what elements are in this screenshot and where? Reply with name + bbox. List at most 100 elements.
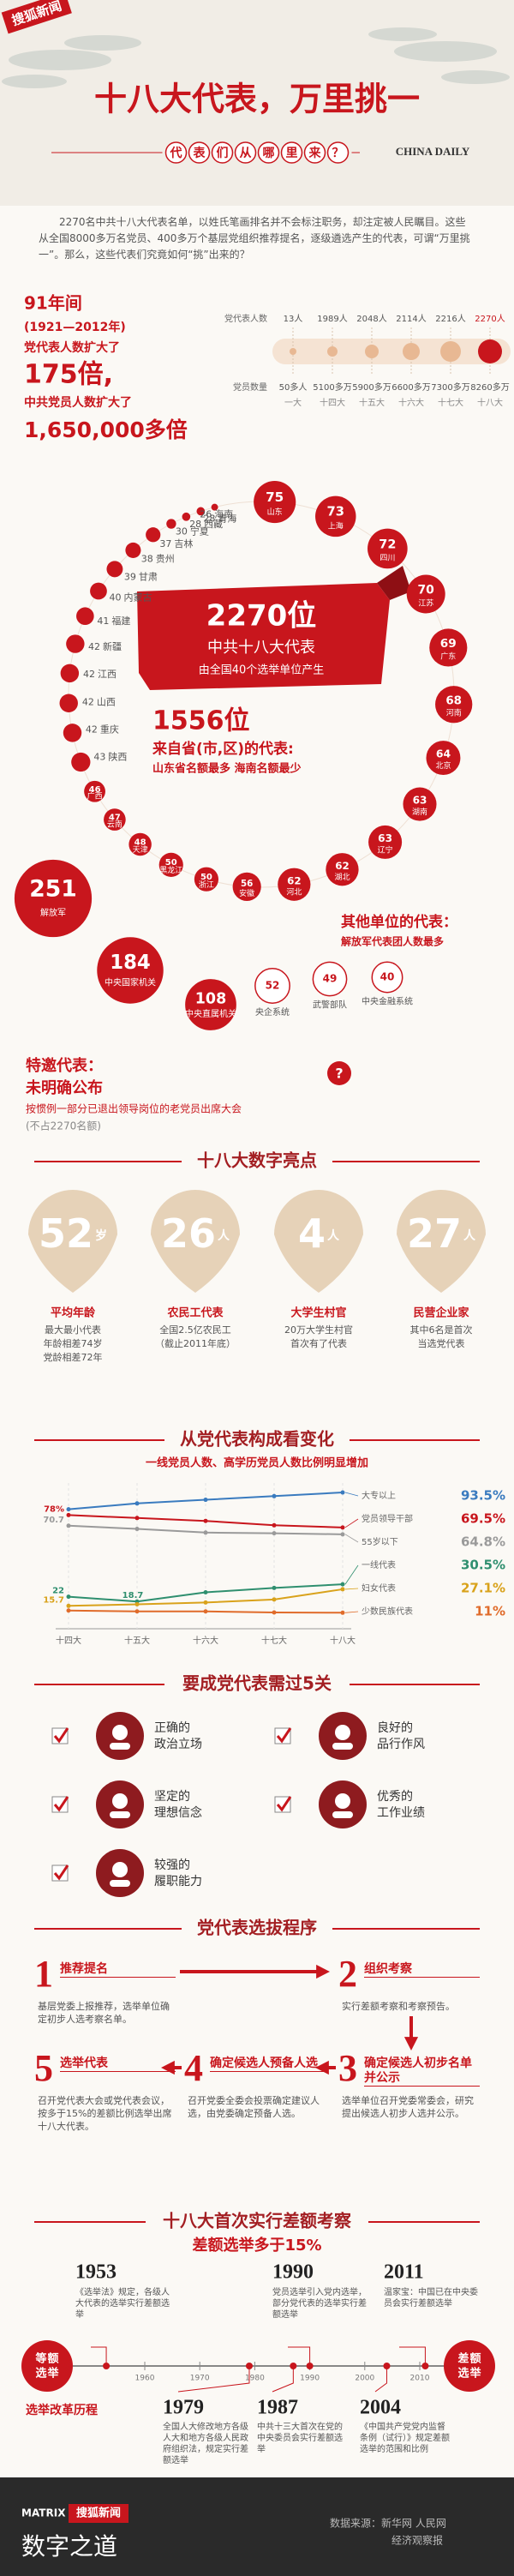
congress: 十五大 [359,397,385,408]
step-number: 2 [338,1953,357,1995]
province-label: 38 贵州 [141,553,175,564]
province-count: 56 [241,879,253,889]
highlight-number: 52 [39,1210,93,1257]
province-count: 63 [413,795,427,807]
special-mark: ? [335,1066,343,1082]
province-bubble [66,634,85,653]
unit-name: 中央金融系统 [362,996,413,1007]
center-banner [137,583,390,690]
province-count: 30 [176,526,188,537]
province-bubble [232,872,261,901]
event-text: 温家宝：中国已在中央委员会实行差额选举 [384,2288,478,2309]
highlight-drop [274,1190,363,1293]
province-count: 47 [109,814,121,823]
province-count: 64 [436,748,451,760]
series-point [66,1523,71,1528]
delegate-count: 2048人 [356,314,386,324]
congress: 十七大 [438,397,463,408]
province-count: 42 [83,669,95,680]
series-point [203,1498,208,1503]
province-name: 甘肃 [139,571,158,582]
gate-icon-inner [332,1811,353,1818]
province-name: 广西 [87,791,103,802]
section-title: 党代表选拔程序 [197,1918,317,1938]
province-count: 62 [287,874,301,886]
province-label: 43 陕西 [93,750,127,762]
step-desc: 基层党委上报推荐，选举单位确定初步人选考察名单。 [38,2001,170,2025]
highlight-desc: 党龄相差72年 [44,1351,103,1363]
unit-name: 中央直属机关 [185,1008,236,1019]
unit-bubble [14,859,93,938]
province-count: 68 [445,694,462,707]
growth-years: (1921—2012年) [24,320,126,334]
series-point [340,1525,345,1530]
point-label: 22 [52,1587,64,1596]
series-point [272,1531,277,1536]
row-label: 党代表人数 [224,313,267,324]
others-note: 解放军代表团人数最多 [341,935,444,948]
highlight-number: 26 [161,1210,216,1257]
footer-brand: MATRIX [21,2507,66,2519]
legend-name: 大专以上 [362,1490,396,1501]
province-count: 40 [110,591,122,603]
province-name: 内蒙古 [124,591,152,603]
province-name: 西藏 [204,519,223,530]
step-title: 确定候选人预备人选 [210,2057,326,2072]
province-label: 41 福建 [97,615,130,627]
event-text: 全国人大修改地方各级人大和地方各级人民政府组织法，规定实行差额选举 [163,2423,248,2465]
province-bubble [166,519,176,529]
province-count: 28 [203,513,215,525]
series-point [272,1585,277,1590]
highlight-label: 大学生村官 [290,1306,346,1320]
step-desc: 召开党代表大会或党代表会议，按多于15%的差额比例选举出席十八大代表。 [38,2095,172,2132]
province-label: 37 吉林 [159,537,193,549]
reform-title: 十八大首次实行差额考察 [163,2211,352,2231]
unit-count: 108 [195,991,226,1008]
event-year: 1953 [75,2261,117,2284]
delegate-count: 13人 [284,314,303,324]
series-point [340,1610,345,1615]
end-label: 93.5% [461,1488,505,1504]
subtitle-ring [188,141,211,164]
badge [444,2340,495,2392]
tick-label: 1960 [135,2375,155,2383]
leader [344,1534,359,1543]
province-bubble [403,787,437,821]
province-name: 宁夏 [190,525,209,537]
highlight-unit: 岁 [95,1228,107,1243]
province-name: 江西 [98,669,117,680]
event-text: 《中国共产党党内监督条例（试行）》规定差额选举的范围和比例 [360,2423,450,2454]
series-point [203,1600,208,1605]
highlight-label: 民营企业家 [413,1306,469,1320]
unit-name: 解放军 [40,907,66,918]
step-number: 5 [34,2047,53,2089]
province-name: 新疆 [103,640,122,652]
gate-text: 履职能力 [154,1875,202,1888]
province-count: 69 [440,637,457,651]
province-bubble [59,694,78,712]
province-count: 42 [82,697,94,708]
leader [344,1564,359,1585]
province-name: 陕西 [108,750,127,762]
point-label: 15.7 [43,1595,64,1605]
leader [344,1492,359,1497]
province-name: 贵州 [156,553,175,564]
subtitle-ring [303,141,326,164]
highlight-value: 27 人 [407,1210,476,1257]
province-count: 46 [89,785,101,795]
growth-factor: 1,650,000多倍 [24,417,188,442]
province-name: 青海 [218,513,236,525]
province-bubble [90,582,107,600]
province-name: 安徽 [239,888,254,898]
gate-text: 政治立场 [154,1738,202,1751]
province-name: 浙江 [199,880,214,890]
series-point [134,1501,140,1506]
province-count: 38 [141,553,153,564]
special-note: 按惯例一部分已退出领导岗位的老党员出席大会 [26,1102,242,1115]
member-count: 5900多万 [352,381,391,393]
section-title: 要成党代表需过5关 [182,1673,332,1694]
legend-name: 党员领导干部 [362,1513,413,1524]
section-title: 从党代表构成看变化 [180,1429,334,1450]
unit-count: 184 [110,952,151,974]
growth-dot [290,348,296,355]
